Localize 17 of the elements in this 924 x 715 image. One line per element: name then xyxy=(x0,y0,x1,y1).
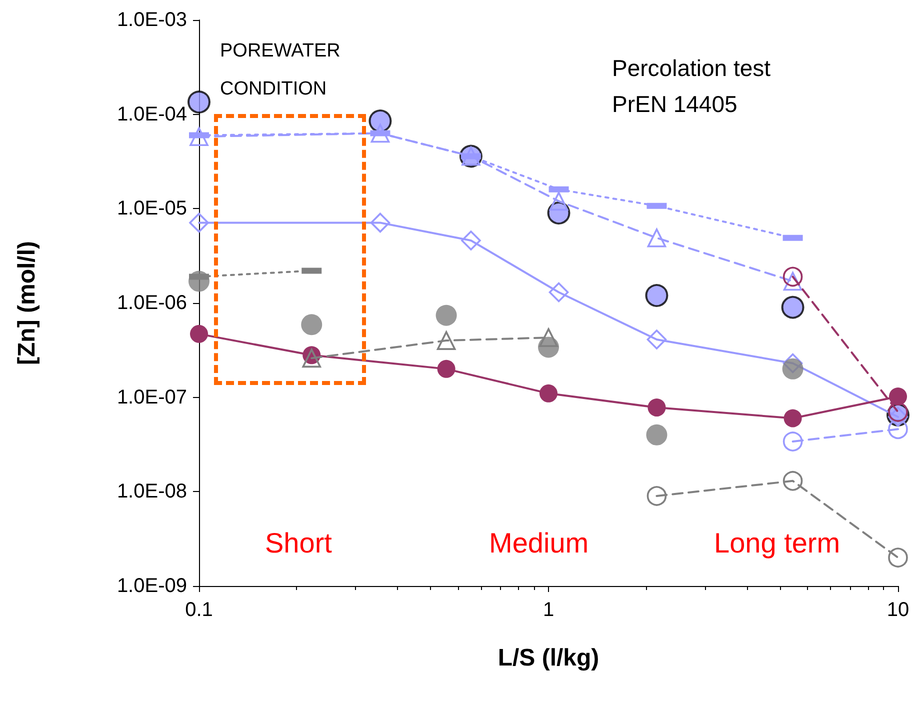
y-tick-label: 1.0E-03 xyxy=(116,9,187,31)
y-tick-label: 1.0E-07 xyxy=(116,386,187,408)
y-tick-label: 1.0E-04 xyxy=(116,103,187,126)
x-axis-title: L/S (l/kg) xyxy=(498,644,600,672)
y-tick-label: 1.0E-05 xyxy=(116,198,187,220)
annotation: Percolation test PrEN 14405 xyxy=(612,55,772,117)
x-tick-label: 0.1 xyxy=(185,599,213,621)
annotation: Short xyxy=(265,528,332,558)
annotation: Medium xyxy=(489,528,589,558)
y-axis-title: [Zn] (mol/l) xyxy=(14,241,40,365)
y-tick-label: 1.0E-06 xyxy=(116,292,187,314)
y-tick-label: 1.0E-08 xyxy=(116,480,187,503)
y-tick-label: 1.0E-09 xyxy=(116,575,187,597)
annotation: Long term xyxy=(714,528,840,558)
annotation: POREWATER CONDITION xyxy=(220,40,340,100)
x-tick-label: 10 xyxy=(886,599,910,621)
x-tick-label: 1 xyxy=(542,599,554,621)
